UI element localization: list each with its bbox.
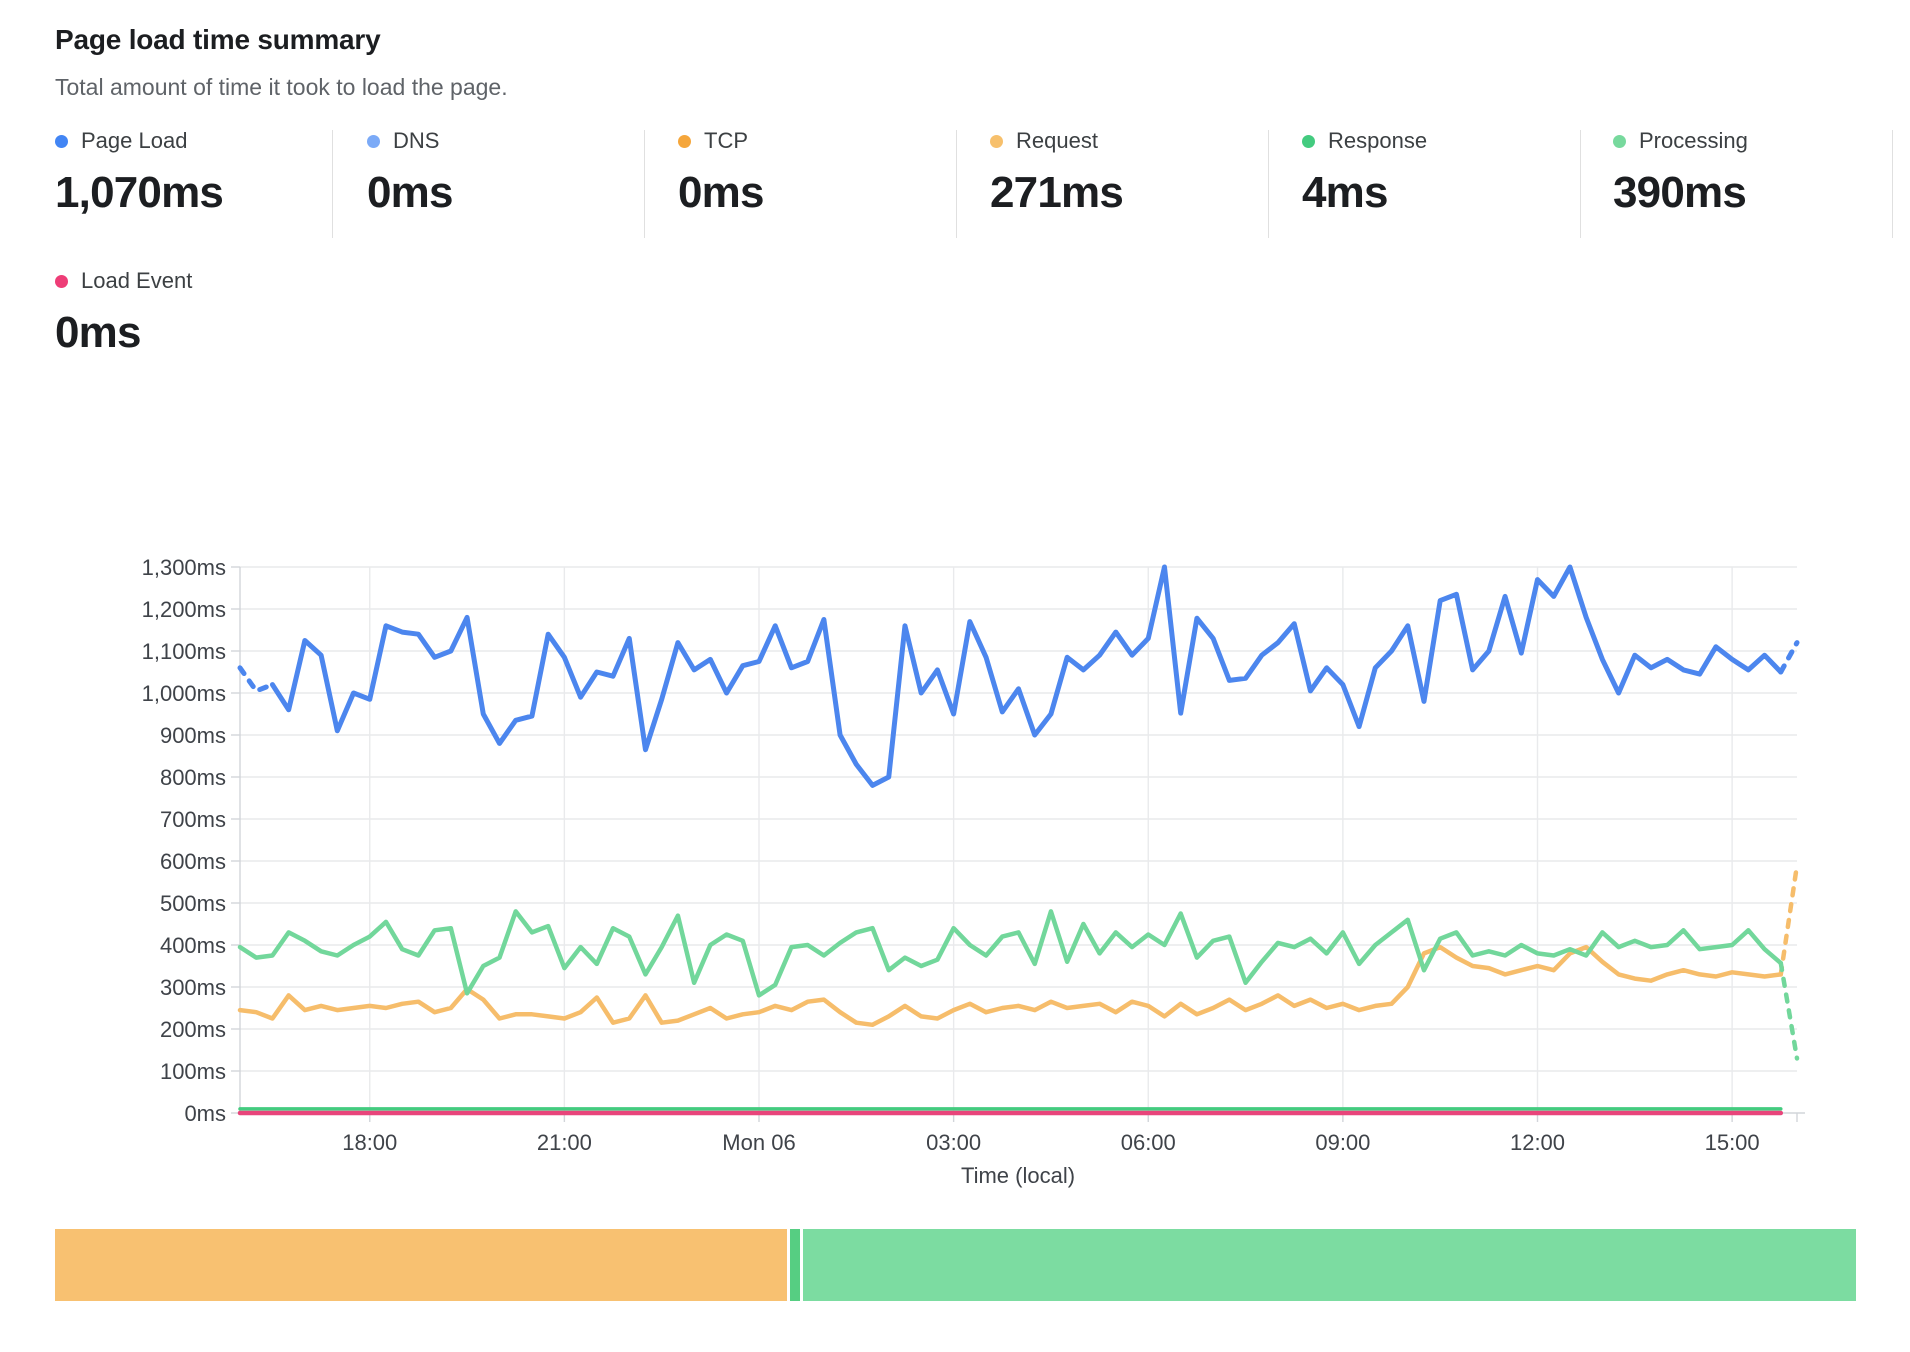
stat-value: 0ms: [367, 168, 453, 217]
bar-segment-response: [789, 1229, 801, 1301]
dns-dot-icon: [367, 134, 380, 148]
y-tick-label: 800ms: [160, 765, 226, 790]
request-dot-icon: [990, 134, 1003, 148]
stat-processing: Processing 390ms: [1613, 128, 1893, 218]
stat-label: Load Event: [81, 268, 193, 293]
y-tick-label: 900ms: [160, 723, 226, 748]
x-tick-label: 09:00: [1315, 1130, 1370, 1155]
x-tick-label: 15:00: [1705, 1130, 1760, 1155]
x-axis-title: Time (local): [961, 1163, 1075, 1188]
stat-page-load: Page Load 1,070ms: [55, 128, 335, 218]
x-tick-label: 06:00: [1121, 1130, 1176, 1155]
stat-label: Response: [1328, 128, 1428, 153]
stat-load-event: Load Event 0ms: [55, 268, 335, 358]
chart-axis-labels: 0ms 100ms 200ms 300ms 400ms 500ms 600ms 700ms 80…: [142, 555, 1760, 1155]
page-title: Page load time summary: [55, 24, 381, 55]
stat-label: Page Load: [81, 128, 188, 153]
tcp-dot-icon: [678, 134, 691, 148]
timing-breakdown-bar: [55, 1229, 1856, 1301]
x-tick-label: 12:00: [1510, 1130, 1565, 1155]
y-tick-label: 300ms: [160, 975, 226, 1000]
y-tick-label: 1,000ms: [142, 681, 226, 706]
y-tick-label: 600ms: [160, 849, 226, 874]
stat-dns: DNS 0ms: [367, 128, 647, 218]
y-tick-label: 100ms: [160, 1059, 226, 1084]
stat-value: 0ms: [55, 308, 141, 357]
bar-segment-request: [55, 1229, 787, 1301]
y-tick-label: 1,200ms: [142, 597, 226, 622]
processing-line-dashed-end: [1778, 960, 1800, 1061]
x-tick-label: Mon 06: [722, 1130, 795, 1155]
stat-divider: [332, 130, 333, 238]
stat-divider: [1268, 130, 1269, 238]
stat-value: 0ms: [678, 168, 764, 217]
page_load-line-dashed-start: [237, 665, 275, 694]
page_load-line: [269, 564, 1784, 788]
y-tick-label: 0ms: [184, 1101, 226, 1126]
stat-value: 390ms: [1613, 168, 1747, 217]
request-line-dashed-end: [1778, 862, 1800, 977]
stat-label: TCP: [704, 128, 748, 153]
stat-divider: [956, 130, 957, 238]
stat-divider: [1892, 130, 1893, 238]
chart-plot-area[interactable]: [240, 567, 1797, 1113]
stat-value: 4ms: [1302, 168, 1388, 217]
stat-label: Request: [1016, 128, 1098, 153]
stat-label: DNS: [393, 128, 440, 153]
load-event-dot-icon: [55, 274, 68, 288]
y-tick-label: 700ms: [160, 807, 226, 832]
y-tick-label: 200ms: [160, 1017, 226, 1042]
stat-value: 1,070ms: [55, 168, 224, 217]
stat-request: Request 271ms: [990, 128, 1270, 218]
stat-label: Processing: [1639, 128, 1748, 153]
x-tick-label: 21:00: [537, 1130, 592, 1155]
page_load-line-dashed-end: [1778, 640, 1800, 675]
stat-divider: [644, 130, 645, 238]
x-tick-label: 03:00: [926, 1130, 981, 1155]
stat-tcp: TCP 0ms: [678, 128, 958, 218]
stat-value: 271ms: [990, 168, 1124, 217]
y-tick-label: 500ms: [160, 891, 226, 916]
stat-divider: [1580, 130, 1581, 238]
processing-line: [237, 909, 1784, 998]
processing-dot-icon: [1613, 134, 1626, 148]
bar-segment-processing: [803, 1229, 1856, 1301]
y-tick-label: 1,300ms: [142, 555, 226, 580]
page-load-dot-icon: [55, 134, 68, 148]
chart-series: [237, 564, 1800, 1116]
stat-response: Response 4ms: [1302, 128, 1582, 218]
request-line: [237, 944, 1784, 1028]
response-dot-icon: [1302, 134, 1315, 148]
page-subtitle: Total amount of time it took to load the…: [55, 74, 508, 100]
y-tick-label: 1,100ms: [142, 639, 226, 664]
y-tick-label: 400ms: [160, 933, 226, 958]
x-tick-label: 18:00: [342, 1130, 397, 1155]
